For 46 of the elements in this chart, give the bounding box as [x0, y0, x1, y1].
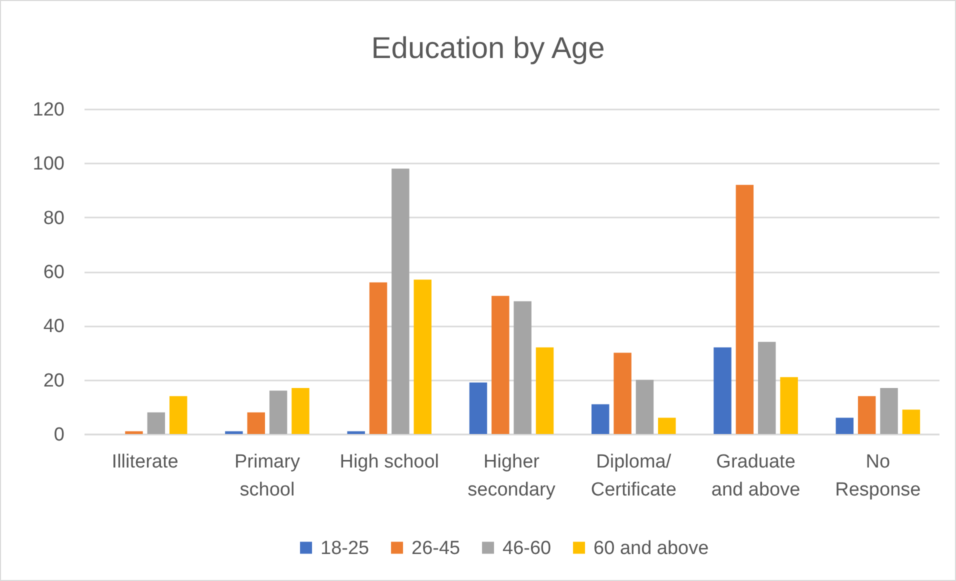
- bar: [902, 410, 920, 434]
- bar: [514, 301, 532, 434]
- bar: [758, 342, 776, 434]
- legend-label: 26-45: [412, 538, 460, 559]
- bar: [858, 396, 876, 434]
- bar: [125, 431, 143, 434]
- bar: [636, 380, 654, 434]
- bar: [836, 418, 854, 434]
- legend-label: 46-60: [502, 538, 552, 559]
- x-tick-label: No Response: [835, 452, 921, 500]
- bar: [269, 390, 288, 434]
- bar: [780, 377, 798, 434]
- bar: [225, 431, 243, 434]
- y-tick-label: 120: [32, 100, 64, 120]
- x-tick-label: Primary school: [234, 452, 300, 500]
- x-tick-label: Illiterate: [112, 452, 178, 472]
- x-tick-label: Diploma/Certificate: [590, 452, 676, 500]
- bar: [492, 296, 510, 434]
- y-tick-label: 40: [43, 316, 64, 338]
- bar: [614, 352, 632, 434]
- bar: [414, 280, 432, 434]
- bar: [536, 347, 554, 434]
- bar: [169, 396, 188, 434]
- legend-label: 60 and above: [594, 538, 709, 559]
- x-tick-label: High school: [340, 452, 439, 472]
- bar: [714, 347, 732, 434]
- bar: [292, 388, 310, 434]
- bar: [147, 412, 166, 434]
- y-tick-label: 80: [43, 208, 64, 229]
- y-tick-label: 60: [43, 262, 64, 283]
- bar: [736, 184, 754, 434]
- bar: [469, 382, 488, 434]
- x-tick-label: Higher secondary: [468, 452, 556, 500]
- legend-label: 18-25: [320, 538, 370, 559]
- chart-title: Education by Age: [371, 32, 605, 65]
- bar: [392, 168, 410, 434]
- bar: [247, 412, 265, 434]
- bar: [658, 418, 676, 434]
- bar: [592, 404, 610, 434]
- y-tick-label: 20: [43, 370, 64, 392]
- bar: [880, 388, 898, 434]
- y-tick-label: 100: [32, 154, 64, 175]
- x-tick-label: Graduate and above: [711, 452, 800, 500]
- bar: [347, 431, 365, 434]
- bar: [369, 282, 388, 434]
- y-tick-label: 0: [54, 424, 64, 446]
